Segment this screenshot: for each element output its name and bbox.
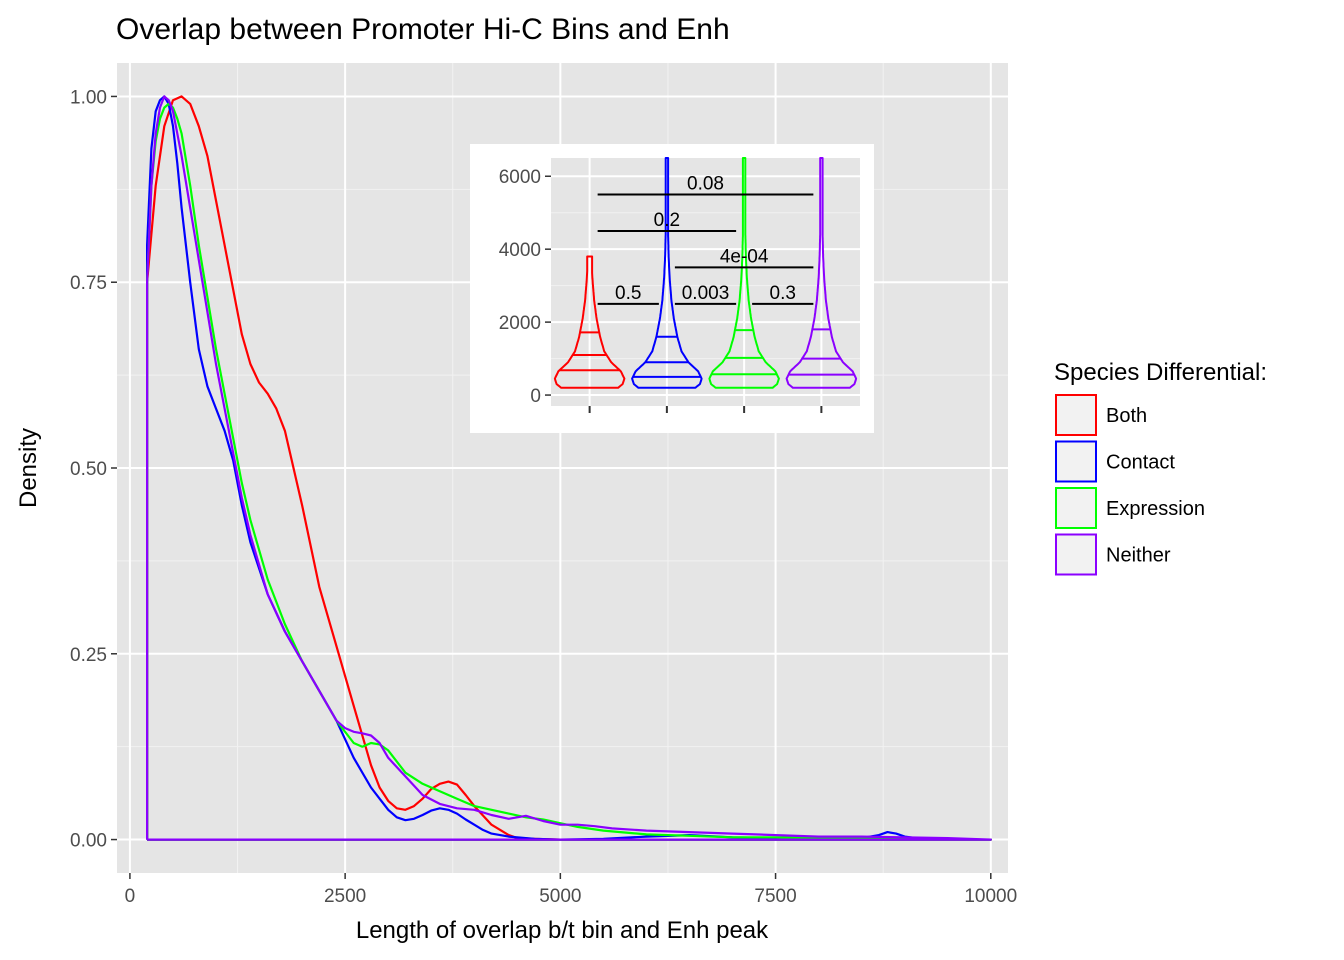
comparison-p-value: 0.08 bbox=[687, 173, 724, 194]
inset-comparisons: 0.5 0.003 0.34e-04 0.2 0.08 bbox=[597, 173, 814, 305]
legend-key-expression bbox=[1055, 487, 1097, 529]
y-axis: 0.00 0.25 0.50 0.75 1.00 bbox=[70, 87, 117, 852]
violin-both bbox=[553, 255, 626, 389]
legend-key-contact bbox=[1055, 440, 1097, 483]
legend-label: Expression bbox=[1106, 498, 1205, 520]
legend-key-neither bbox=[1055, 533, 1097, 576]
inset-grid bbox=[551, 158, 860, 406]
y-tick-label: 1.00 bbox=[70, 87, 107, 108]
x-axis: 0 2500 5000 7500 10000 bbox=[125, 873, 1017, 907]
x-tick-label: 2500 bbox=[324, 886, 366, 907]
violin-neither bbox=[785, 157, 858, 389]
inset-x-axis bbox=[588, 406, 823, 413]
inset-violins bbox=[553, 157, 858, 389]
density-curves bbox=[146, 95, 992, 841]
legend-label: Both bbox=[1106, 405, 1147, 427]
y-tick-label: 0.00 bbox=[70, 831, 107, 852]
inset-y-tick-label: 0 bbox=[530, 386, 541, 407]
density-line-expression bbox=[146, 102, 992, 841]
comparison-p-value: 0.2 bbox=[654, 210, 680, 231]
x-axis-title: Length of overlap b/t bin and Enh peak bbox=[356, 917, 769, 944]
inset-y-axis: 0 2000 4000 6000 bbox=[499, 167, 551, 407]
y-axis-title: Density bbox=[15, 428, 42, 508]
legend-key-both bbox=[1055, 394, 1097, 436]
legend-label: Neither bbox=[1106, 545, 1171, 567]
chart-title: Overlap between Promoter Hi-C Bins and E… bbox=[116, 13, 730, 46]
legend-items: Both Contact Expression Neither bbox=[1055, 394, 1205, 576]
y-tick-label: 0.75 bbox=[70, 273, 107, 294]
violin-expression bbox=[708, 157, 780, 389]
y-tick-label: 0.50 bbox=[70, 459, 107, 480]
comparison-p-value: 0.003 bbox=[682, 283, 730, 304]
x-tick-label: 5000 bbox=[539, 886, 581, 907]
density-line-neither bbox=[146, 95, 992, 841]
x-tick-label: 10000 bbox=[964, 886, 1017, 907]
x-tick-label: 0 bbox=[125, 886, 136, 907]
inset-y-tick-label: 6000 bbox=[499, 167, 541, 188]
legend-label: Contact bbox=[1106, 452, 1175, 474]
inset-plot-background bbox=[551, 158, 860, 406]
inset-violin-plot: 0.5 0.003 0.34e-04 0.2 0.08 0 2000 4000 6000 bbox=[470, 144, 874, 433]
x-tick-label: 7500 bbox=[754, 886, 796, 907]
violin-contact bbox=[631, 157, 703, 389]
legend: Species Differential: Both Contact Express… bbox=[1054, 359, 1267, 576]
inset-y-tick-label: 4000 bbox=[499, 240, 541, 261]
comparison-p-value: 0.5 bbox=[615, 283, 641, 304]
inset-y-tick-label: 2000 bbox=[499, 313, 541, 334]
legend-title: Species Differential: bbox=[1054, 359, 1267, 386]
comparison-p-value: 4e-04 bbox=[720, 246, 769, 267]
comparison-p-value: 0.3 bbox=[770, 283, 796, 304]
y-tick-label: 0.25 bbox=[70, 645, 107, 666]
